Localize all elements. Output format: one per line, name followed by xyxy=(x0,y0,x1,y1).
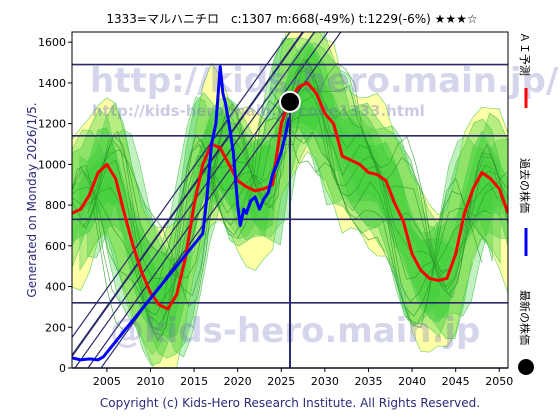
copyright: Copyright (c) Kids-Hero Research Institu… xyxy=(100,396,480,410)
y-tick-label: 1000 xyxy=(38,158,66,171)
latest-price-point xyxy=(279,90,301,113)
plot-frame xyxy=(71,31,509,369)
y-tick-label: 1200 xyxy=(38,118,66,131)
legend-ai-forecast-label: ＡＩ予測 xyxy=(518,32,532,76)
chart-title: 1333=マルハニチロ c:1307 m:668(-49%) t:1229(-6… xyxy=(106,12,477,26)
x-axis: 2005 2010 2015 2020 2025 2030 2035 2040 2045 2050 xyxy=(93,368,513,388)
y-tick-label: 1400 xyxy=(38,77,66,90)
trend-line xyxy=(87,32,329,368)
forecast-path xyxy=(82,66,508,296)
y-tick-label: 400 xyxy=(45,281,66,294)
watermark-code-url: http://kids-hero.main.jp/code1333.html xyxy=(92,102,425,120)
x-tick-label: 2010 xyxy=(136,375,164,388)
x-tick-label: 2025 xyxy=(267,375,295,388)
generated-date: Generated on Monday 2026/1/5. xyxy=(25,102,39,297)
legend-past-price-label: 過去の株価 xyxy=(518,158,532,213)
y-tick-label: 1600 xyxy=(38,36,66,49)
watermark-url: http://kids-hero.main.jp/ xyxy=(90,61,559,101)
trend-line xyxy=(72,32,305,357)
y-tick-label: 0 xyxy=(59,362,66,375)
legend-latest-price-label: 最新の株価 xyxy=(518,290,532,345)
x-tick-label: 2020 xyxy=(224,375,252,388)
x-tick-label: 2015 xyxy=(180,375,208,388)
trend-line xyxy=(72,32,291,338)
series-line-past-price xyxy=(72,65,291,362)
x-tick-label: 2035 xyxy=(354,375,382,388)
trend-line xyxy=(74,32,316,368)
y-axis: 0 200 400 600 800 1000 1200 1400 1600 xyxy=(38,36,72,375)
y-tick-label: 600 xyxy=(45,240,66,253)
x-tick-label: 2040 xyxy=(398,375,426,388)
latest-price-layer xyxy=(279,90,301,368)
watermark-mail: @kids-hero.main.jp xyxy=(110,311,480,351)
y-tick-label: 800 xyxy=(45,199,66,212)
x-tick-label: 2030 xyxy=(311,375,339,388)
x-tick-label: 2045 xyxy=(442,375,470,388)
x-tick-label: 2050 xyxy=(485,375,513,388)
forecast-path xyxy=(72,114,493,332)
legend-latest-price-swatch xyxy=(518,359,534,375)
y-tick-label: 200 xyxy=(45,321,66,334)
x-tick-label: 2005 xyxy=(93,375,121,388)
legend: ＡＩ予測 過去の株価 最新の株価 xyxy=(518,32,534,375)
